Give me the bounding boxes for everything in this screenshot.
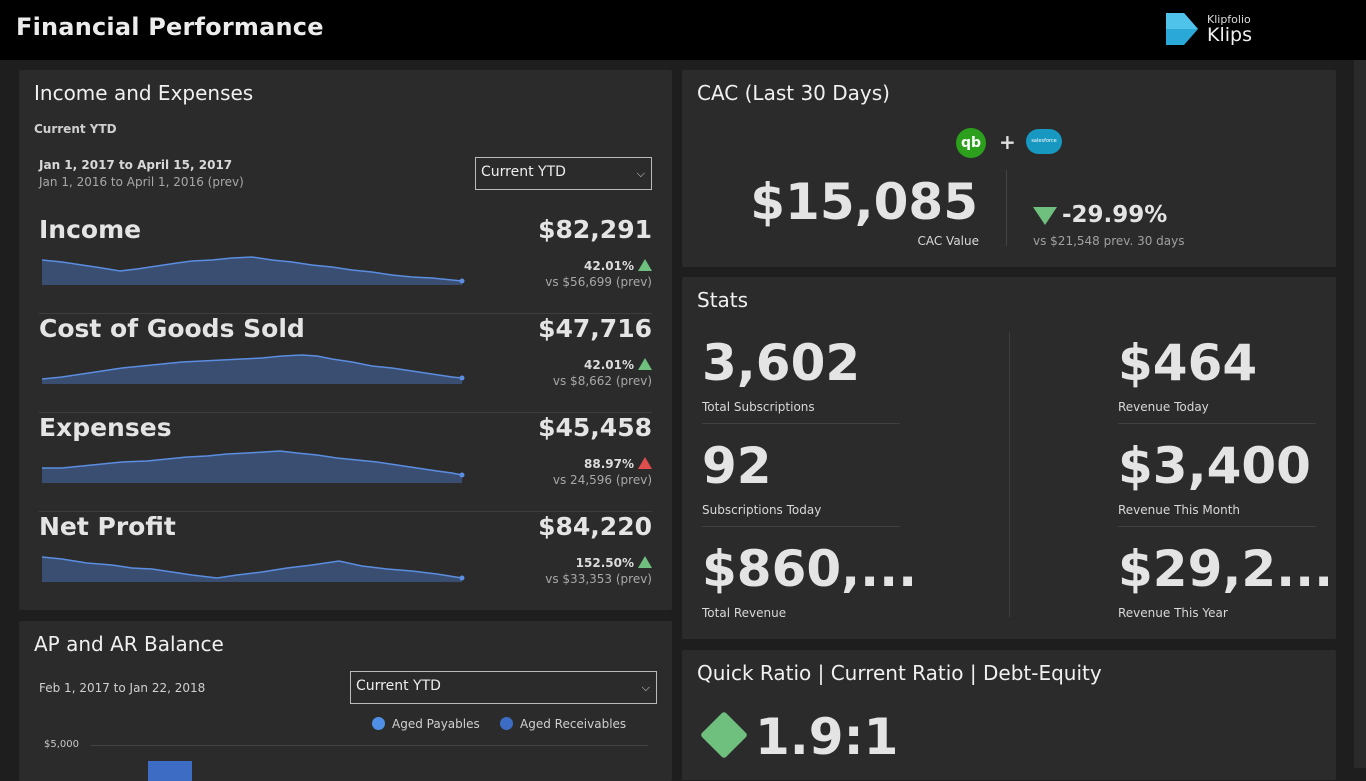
chart-bar[interactable]: [148, 761, 192, 781]
cac-vs: vs $21,548 prev. 30 days: [1033, 234, 1185, 248]
stat-total-subscriptions: 3,602 Total Subscriptions: [702, 334, 902, 434]
metric-expenses: Expenses $45,458 88.97% vs 24,596 (prev): [39, 413, 652, 512]
net-profit-sparkline: [42, 556, 465, 582]
legend-dot-icon: [500, 717, 513, 730]
top-bar: Financial Performance Klipfolio Klips: [0, 0, 1366, 60]
chevron-down-icon: ⌵: [636, 167, 645, 180]
stat-revenue-this-month: $3,400 Revenue This Month: [1118, 437, 1318, 537]
divider: [702, 526, 900, 527]
metric-value: $47,716: [538, 314, 652, 343]
trend-down-icon: [1033, 207, 1057, 225]
metric-cogs: Cost of Goods Sold $47,716 42.01% vs $8,…: [39, 314, 652, 413]
stat-value: $3,400: [1118, 437, 1311, 495]
period-select-value: Current YTD: [481, 164, 566, 180]
stat-label: Revenue Today: [1118, 400, 1209, 414]
panel-title: CAC (Last 30 Days): [697, 81, 890, 105]
legend-label: Aged Payables: [392, 717, 480, 731]
period-label: Current YTD: [34, 122, 117, 136]
trend-up-icon: [638, 358, 652, 370]
status-diamond-icon: [699, 710, 749, 760]
metric-pct: 42.01%: [584, 259, 634, 273]
klipfolio-logo[interactable]: Klipfolio Klips: [1164, 11, 1274, 49]
stat-label: Total Revenue: [702, 606, 787, 620]
trend-up-icon: [638, 457, 652, 469]
cac-panel: CAC (Last 30 Days) qb + salesforce $15,0…: [682, 70, 1336, 267]
stats-panel: Stats 3,602 Total Subscriptions 92 Subsc…: [682, 277, 1336, 639]
legend-dot-icon: [372, 717, 385, 730]
ap-ar-panel: AP and AR Balance Feb 1, 2017 to Jan 22,…: [19, 621, 672, 781]
metric-vs: vs 24,596 (prev): [552, 473, 652, 487]
period-select[interactable]: Current YTD ⌵: [475, 157, 652, 190]
expenses-sparkline: [42, 450, 465, 483]
trend-up-icon: [638, 259, 652, 271]
chevron-down-icon: ⌵: [641, 681, 650, 694]
logo-brand: Klipfolio: [1207, 13, 1251, 26]
metric-pct: 42.01%: [584, 358, 634, 372]
divider: [1118, 526, 1316, 527]
stat-value: $29,2...: [1118, 540, 1334, 598]
stat-label: Total Subscriptions: [702, 400, 815, 414]
legend-aged-receivables[interactable]: Aged Receivables: [500, 717, 626, 731]
stat-revenue-this-year: $29,2... Revenue This Year: [1118, 540, 1333, 640]
stat-value: 3,602: [702, 334, 861, 392]
ap-period-select[interactable]: Current YTD ⌵: [350, 671, 657, 704]
date-range: Feb 1, 2017 to Jan 22, 2018: [39, 681, 206, 695]
metric-value: $84,220: [538, 512, 652, 541]
y-tick-label: $5,000: [44, 739, 79, 750]
metric-vs: vs $33,353 (prev): [545, 572, 652, 586]
legend-label: Aged Receivables: [520, 717, 627, 731]
metric-name: Income: [39, 215, 142, 244]
metric-income: Income $82,291 42.01% vs $56,699 (prev): [39, 215, 652, 314]
panel-title: AP and AR Balance: [34, 632, 224, 656]
metric-name: Cost of Goods Sold: [39, 314, 305, 343]
metric-pct: 88.97%: [584, 457, 634, 471]
stat-label: Revenue This Month: [1118, 503, 1241, 517]
klipfolio-logo-icon: [1166, 13, 1198, 45]
page-title: Financial Performance: [16, 13, 324, 41]
legend-aged-payables[interactable]: Aged Payables: [372, 717, 480, 731]
date-range-previous: Jan 1, 2016 to April 1, 2016 (prev): [39, 175, 244, 189]
gridline: [91, 745, 648, 746]
metric-name: Net Profit: [39, 512, 176, 541]
cac-value: $15,085: [750, 173, 978, 231]
metric-vs: vs $8,662 (prev): [552, 374, 652, 388]
quickbooks-icon: qb: [956, 128, 986, 158]
divider: [702, 423, 900, 424]
panel-title: Stats: [697, 288, 749, 312]
stat-value: $464: [1118, 334, 1258, 392]
trend-up-icon: [638, 556, 652, 568]
stat-label: Subscriptions Today: [702, 503, 822, 517]
divider: [1118, 423, 1316, 424]
quick-ratio-panel: Quick Ratio | Current Ratio | Debt-Equit…: [682, 650, 1336, 780]
stat-total-revenue: $860,... Total Revenue: [702, 540, 917, 640]
divider: [1009, 332, 1010, 617]
stat-value: 92: [702, 437, 772, 495]
cogs-sparkline: [42, 354, 465, 384]
stat-subscriptions-today: 92 Subscriptions Today: [702, 437, 902, 537]
divider: [1006, 170, 1007, 246]
metric-vs: vs $56,699 (prev): [545, 275, 652, 289]
panel-title: Income and Expenses: [34, 81, 254, 105]
date-range-current: Jan 1, 2017 to April 15, 2017: [39, 158, 233, 172]
stat-label: Revenue This Year: [1118, 606, 1228, 620]
ratio-value: 1.9:1: [755, 708, 899, 766]
logo-product: Klips: [1207, 24, 1252, 46]
salesforce-icon: salesforce: [1026, 129, 1062, 154]
plus-icon: +: [999, 130, 1016, 154]
metric-value: $45,458: [538, 413, 652, 442]
metric-pct: 152.50%: [575, 556, 634, 570]
income-sparkline: [42, 256, 465, 285]
metric-net-profit: Net Profit $84,220 152.50% vs $33,353 (p…: [39, 512, 652, 611]
stat-revenue-today: $464 Revenue Today: [1118, 334, 1318, 434]
cac-value-label: CAC Value: [917, 234, 979, 248]
cac-change: -29.99%: [1062, 202, 1168, 228]
stat-value: $860,...: [702, 540, 918, 598]
income-expenses-panel: Income and Expenses Current YTD Jan 1, 2…: [19, 70, 672, 610]
period-select-value: Current YTD: [356, 678, 441, 694]
panel-title: Quick Ratio | Current Ratio | Debt-Equit…: [697, 661, 1102, 685]
page-scrollbar[interactable]: [1354, 60, 1366, 768]
metric-name: Expenses: [39, 413, 172, 442]
metric-value: $82,291: [538, 215, 652, 244]
